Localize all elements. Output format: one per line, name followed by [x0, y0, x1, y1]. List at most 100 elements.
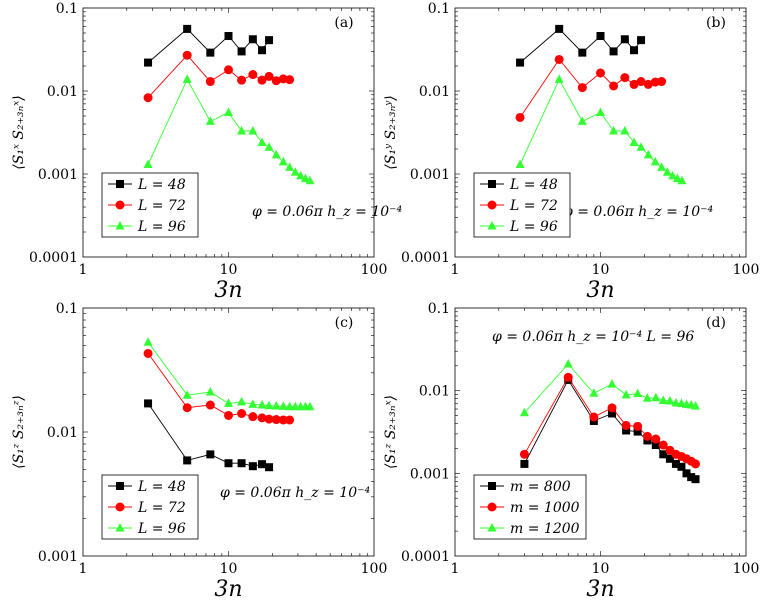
- data-point: [659, 450, 668, 459]
- data-point: [248, 35, 257, 44]
- legend-marker: [115, 502, 125, 512]
- data-point: [642, 431, 652, 441]
- data-point: [672, 173, 682, 183]
- data-point: [609, 47, 618, 56]
- data-point: [205, 400, 215, 410]
- legend-entry: L = 96: [137, 219, 186, 235]
- data-point: [515, 112, 525, 122]
- data-point: [143, 337, 153, 346]
- data-point: [205, 116, 215, 125]
- y-tick-label: 0.1: [56, 1, 78, 17]
- legend-marker: [115, 523, 125, 532]
- data-point: [205, 387, 215, 396]
- data-point: [265, 463, 274, 472]
- series-m-1000: [519, 372, 701, 469]
- data-point: [305, 175, 315, 185]
- data-point: [271, 76, 281, 86]
- data-point: [285, 415, 295, 425]
- data-point: [182, 390, 192, 399]
- y-tick-label: 0.0001: [29, 250, 78, 266]
- series-l-72: [143, 348, 295, 425]
- data-point: [633, 388, 643, 398]
- data-point: [143, 93, 153, 103]
- y-tick-label: 0.0001: [401, 549, 450, 565]
- data-point: [237, 47, 246, 56]
- series-m-800: [520, 375, 700, 484]
- data-point: [607, 379, 617, 388]
- data-point: [629, 137, 639, 146]
- series-l-96: [143, 337, 315, 411]
- data-point: [305, 401, 315, 411]
- series-l-48: [144, 24, 274, 67]
- data-point: [650, 156, 660, 166]
- data-point: [633, 427, 642, 436]
- data-point: [144, 58, 153, 67]
- chart-panel-a: 1 10 100 0.0001 0.001 0.01 0.1 3n ⟨S₁ˣ S₂₊₃ₙˣ⟩ (a…: [11, 1, 402, 303]
- parameter-annotation: φ = 0.06π h_z = 10⁻⁴ L = 96: [492, 329, 694, 345]
- data-point: [519, 407, 529, 417]
- legend-marker: [116, 180, 124, 188]
- data-point: [563, 359, 573, 368]
- data-point: [257, 75, 267, 85]
- data-point: [248, 125, 258, 135]
- data-point: [237, 408, 247, 418]
- y-tick-label: 0.1: [428, 1, 450, 17]
- panel-label: (b): [706, 15, 726, 31]
- chart-panel-b: 1 10 100 0.0001 0.001 0.01 0.1 3n ⟨S₁ʸ S₂₊₃ₙʸ⟩ (b…: [383, 1, 759, 303]
- data-point: [264, 142, 274, 151]
- legend-entry: m = 800: [510, 479, 571, 495]
- data-point: [258, 460, 267, 469]
- data-point: [596, 31, 605, 40]
- data-point: [643, 149, 653, 159]
- series-line: [519, 58, 662, 118]
- data-point: [554, 54, 564, 64]
- data-point: [183, 24, 192, 33]
- panel-label: (c): [335, 315, 354, 331]
- data-point: [224, 398, 233, 407]
- data-point: [630, 46, 639, 55]
- data-point: [237, 75, 247, 85]
- series-m-1200: [519, 359, 701, 417]
- series-l-96: [143, 74, 315, 185]
- legend-entry: L = 72: [509, 198, 558, 214]
- data-point: [182, 74, 192, 83]
- data-point: [285, 162, 295, 171]
- y-axis-label: ⟨S₁ˣ S₂₊₃ₙˣ⟩: [11, 95, 27, 169]
- data-point: [577, 116, 587, 125]
- legend-marker: [116, 482, 124, 490]
- data-point: [224, 107, 233, 117]
- data-point: [554, 74, 564, 83]
- data-point: [264, 414, 274, 424]
- data-point: [609, 81, 619, 91]
- legend-entry: L = 96: [509, 219, 558, 235]
- data-point: [257, 400, 267, 409]
- y-axis-label: ⟨S₁ᶻ S₂₊₃ₙᶻ⟩: [11, 395, 27, 469]
- data-point: [296, 170, 306, 180]
- data-point: [691, 401, 701, 410]
- data-point: [515, 159, 525, 169]
- data-point: [237, 396, 247, 406]
- data-point: [248, 462, 257, 471]
- data-point: [563, 372, 573, 382]
- x-tick-label: 10: [592, 561, 610, 577]
- x-axis-label: 3n: [586, 577, 614, 602]
- data-point: [629, 79, 639, 89]
- data-point: [665, 395, 675, 405]
- data-point: [278, 415, 288, 425]
- y-tick-label: 0.0001: [401, 250, 450, 266]
- data-point: [248, 399, 258, 408]
- y-tick-label: 0.001: [38, 549, 78, 565]
- data-point: [248, 412, 258, 422]
- series-l-72: [143, 50, 295, 103]
- data-point: [658, 395, 668, 405]
- data-point: [264, 71, 274, 81]
- data-point: [589, 388, 599, 397]
- data-point: [224, 410, 233, 420]
- panel-label: (a): [334, 15, 353, 31]
- data-point: [633, 421, 643, 431]
- data-point: [596, 107, 605, 117]
- y-tick-label: 0.001: [410, 466, 450, 482]
- data-point: [620, 125, 630, 135]
- y-tick-label: 0.001: [38, 167, 78, 183]
